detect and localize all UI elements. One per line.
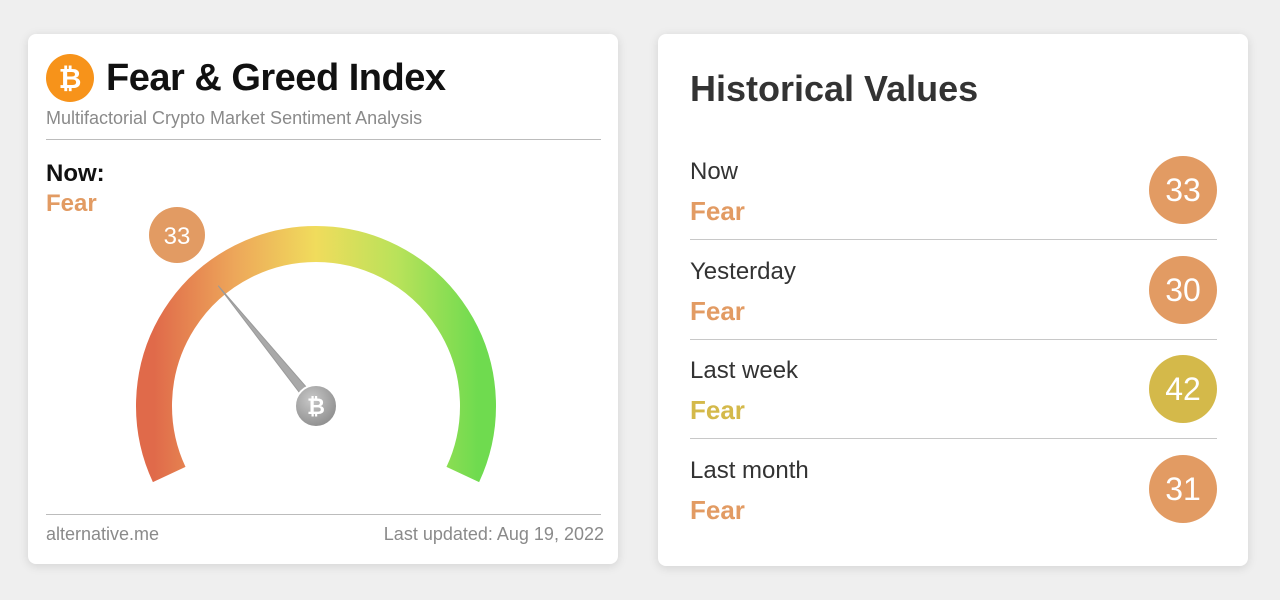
now-classification: Fear — [46, 190, 97, 217]
gauge-value-bubble: 33 — [149, 207, 205, 263]
source-link[interactable]: alternative.me — [46, 524, 160, 544]
footer-divider — [46, 514, 601, 515]
row-divider — [690, 239, 1217, 240]
historical-values-card: Historical Values Now Fear 33 Yesterday … — [658, 34, 1248, 566]
history-classification: Fear — [690, 495, 745, 525]
last-updated: Last updated: Aug 19, 2022 — [383, 524, 604, 544]
history-value-badge: 33 — [1149, 156, 1217, 224]
gauge-value: 33 — [164, 223, 191, 250]
history-row-now: Now Fear 33 — [690, 140, 1217, 240]
history-row-last-month: Last month Fear 31 — [690, 439, 1217, 539]
history-row-yesterday: Yesterday Fear 30 — [690, 240, 1217, 340]
history-period: Now — [690, 158, 739, 185]
gauge-hub — [294, 384, 338, 428]
row-divider — [690, 438, 1217, 439]
gauge-arc — [136, 225, 496, 483]
history-value-badge: 30 — [1149, 256, 1217, 324]
history-classification: Fear — [690, 196, 745, 226]
history-value-badge: 31 — [1149, 455, 1217, 523]
subtitle: Multifactorial Crypto Market Sentiment A… — [46, 108, 423, 128]
bitcoin-logo-icon: ₿ — [46, 54, 94, 102]
now-label: Now: — [46, 160, 105, 187]
history-period: Last month — [690, 457, 809, 484]
historical-title: Historical Values — [690, 68, 979, 109]
history-classification: Fear — [690, 296, 745, 326]
header-divider — [46, 139, 601, 140]
fear-greed-header: ₿ Fear & Greed Index — [46, 54, 446, 102]
history-period: Last week — [690, 357, 799, 384]
history-classification: Fear — [690, 395, 745, 425]
row-divider — [690, 339, 1217, 340]
history-row-last-week: Last week Fear 42 — [690, 339, 1217, 439]
fear-greed-gauge: ₿ 33 — [136, 207, 496, 483]
fear-greed-card: ₿ Fear & Greed Index Multifactorial Cryp… — [28, 34, 618, 564]
page-title: Fear & Greed Index — [106, 56, 446, 99]
history-period: Yesterday — [690, 258, 796, 285]
bitcoin-icon: ₿ — [307, 395, 325, 420]
history-value-badge: 42 — [1149, 355, 1217, 423]
